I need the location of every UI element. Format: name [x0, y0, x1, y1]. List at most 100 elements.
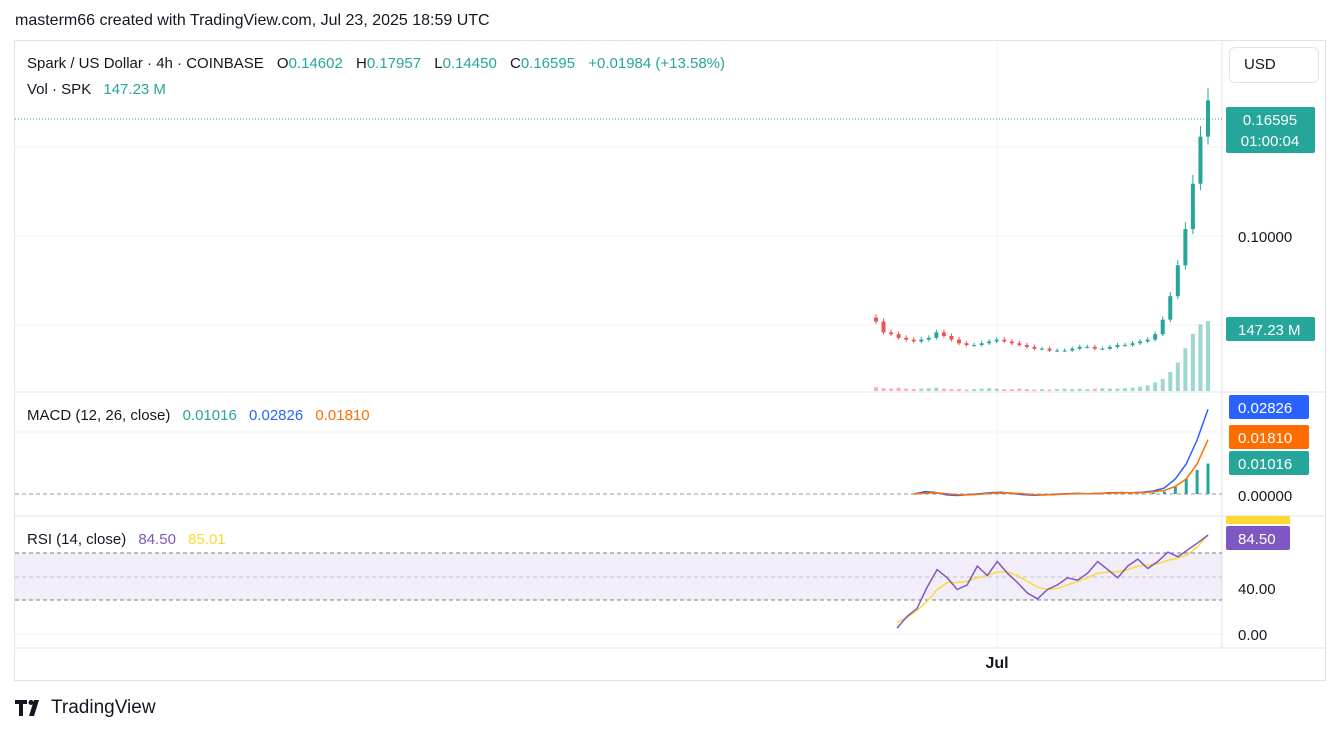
price-tick: 0.10000: [1238, 229, 1292, 246]
candle-body: [911, 339, 916, 342]
macd-zero-tick: 0.00000: [1238, 488, 1292, 505]
candles: [874, 88, 1210, 353]
close-value: 0.16595: [520, 55, 576, 72]
macd-legend: MACD (12, 26, close) 0.01016 0.02826 0.0…: [27, 407, 370, 424]
volume-bar: [1040, 389, 1044, 391]
candle-body: [1062, 350, 1067, 352]
macd-hist-bar: [1141, 493, 1145, 495]
candle-body: [1130, 343, 1135, 346]
volume-bar: [1123, 388, 1127, 391]
volume-bar: [1017, 388, 1022, 391]
volume-bar: [1062, 388, 1067, 391]
candle-body: [1032, 346, 1037, 349]
macd-hist-bar: [1119, 493, 1123, 495]
candle-body: [1092, 346, 1097, 349]
candle-body: [904, 337, 909, 340]
tradingview-logo-icon: [15, 700, 39, 716]
candle-body: [1160, 319, 1165, 335]
volume-bar: [1160, 379, 1165, 391]
macd-line: [913, 408, 1209, 497]
candle-body: [934, 332, 939, 338]
histogram-tag-value: 0.01016: [1238, 456, 1292, 473]
macd-hist-bar: [1130, 494, 1134, 495]
time-tick-jul: Jul: [985, 655, 1008, 672]
volume-bar: [1175, 362, 1180, 391]
macd-hist-bar: [999, 493, 1003, 494]
volume-bar: [881, 388, 886, 391]
candle-body: [1115, 345, 1120, 347]
signal-tag-value: 0.01810: [1238, 430, 1292, 447]
tradingview-logo[interactable]: TradingView: [15, 697, 156, 719]
volume-bar: [926, 388, 931, 391]
chart-frame: [14, 40, 1326, 681]
volume-bar: [934, 387, 939, 391]
candle-body: [1190, 183, 1195, 230]
rsi-tick-0: 0.00: [1238, 627, 1267, 644]
candle-body: [874, 317, 878, 322]
volume-bar: [1183, 348, 1188, 391]
macd-hist-bar: [934, 493, 938, 495]
candle-body: [1009, 341, 1014, 344]
volume-bar: [979, 388, 984, 391]
macd-hist-bar: [912, 494, 916, 495]
candle-body: [1002, 339, 1007, 342]
candle-body: [987, 341, 992, 344]
candle-body: [1138, 341, 1143, 344]
symbol-label[interactable]: Spark / US Dollar · 4h · COINBASE: [27, 55, 264, 72]
candle-body: [1198, 136, 1203, 184]
volume-tag-value: 147.23 M: [1238, 322, 1301, 339]
rsi-tag-value: 84.50: [1238, 531, 1276, 548]
macd-hist-bar: [1108, 493, 1112, 495]
low-value: 0.14450: [442, 55, 497, 72]
currency-button[interactable]: USD: [1229, 47, 1319, 83]
candle-body: [1055, 350, 1060, 352]
candle-body: [994, 339, 999, 342]
volume-label[interactable]: Vol · SPK: [27, 81, 92, 98]
rsi-ma-line: [896, 534, 1209, 623]
candle-body: [1017, 343, 1022, 346]
macd-hist-bar: [1173, 486, 1177, 494]
volume-bar: [987, 388, 992, 391]
open-value: 0.14602: [288, 55, 343, 72]
candle-body: [1077, 346, 1082, 349]
macd-signal-value: 0.01810: [315, 407, 370, 424]
candle-body: [896, 334, 901, 338]
volume-bar: [1047, 389, 1052, 391]
candle-body: [1175, 265, 1180, 297]
price-tag: 0.16595 01:00:04: [1226, 107, 1315, 153]
candle-body: [1040, 348, 1044, 350]
volume-bar: [1024, 389, 1029, 391]
candle-body: [972, 345, 977, 347]
volume-bar: [1145, 385, 1150, 391]
volume-bar: [1085, 389, 1090, 391]
volume-bar: [1055, 389, 1060, 391]
volume-bar: [919, 388, 924, 391]
macd-label[interactable]: MACD (12, 26, close): [27, 407, 171, 424]
macd-hist-value: 0.01016: [182, 407, 237, 424]
volume-bar: [949, 389, 954, 391]
rsi-legend: RSI (14, close) 84.50 85.01: [27, 531, 226, 548]
candle-body: [957, 339, 961, 344]
volume-legend: Vol · SPK 147.23 M: [27, 81, 166, 98]
high-value: 0.17957: [366, 55, 422, 72]
candle-body: [926, 337, 931, 340]
candle-body: [941, 332, 946, 336]
candle-body: [889, 332, 894, 335]
candle-body: [919, 339, 924, 342]
candle-body: [1107, 346, 1112, 349]
macd-value: 0.02826: [248, 407, 304, 424]
volume-bars: [874, 321, 1210, 391]
candle-body: [964, 343, 969, 346]
volume-bar: [964, 389, 969, 391]
volume-bar: [1107, 388, 1112, 391]
main-legend: Spark / US Dollar · 4h · COINBASE O0.146…: [27, 55, 725, 72]
volume-bar: [911, 389, 916, 391]
candle-body: [1183, 229, 1188, 266]
candle-body: [1168, 296, 1173, 320]
rsi-ma-tag: [1226, 516, 1290, 524]
macd-hist-bar: [1195, 470, 1199, 494]
rsi-tick-40: 40.00: [1238, 581, 1276, 598]
price-tag-value: 0.16595: [1243, 112, 1297, 129]
rsi-label[interactable]: RSI (14, close): [27, 531, 127, 548]
